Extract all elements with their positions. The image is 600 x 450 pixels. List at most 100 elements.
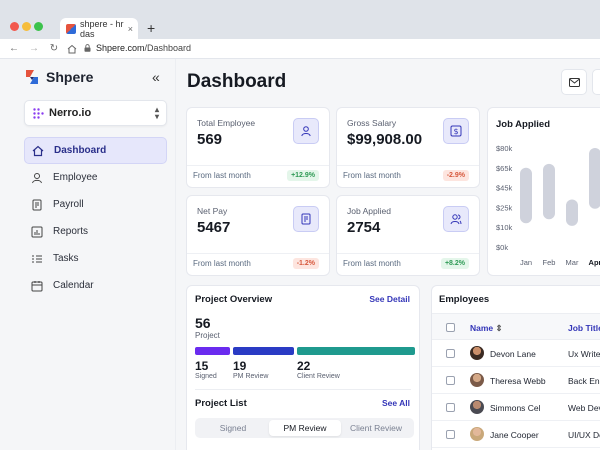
sidebar-item-employee[interactable]: Employee [24, 164, 167, 191]
avatar [470, 346, 484, 360]
close-window-dot[interactable] [10, 22, 19, 31]
stat-value: 5467 [197, 219, 231, 236]
chart-bar-apr[interactable] [589, 148, 600, 209]
address-bar: ← → ↻ Shpere.com/Dashboard [0, 39, 600, 59]
segment-bar-signed [195, 347, 230, 355]
column-header-job-title[interactable]: Job Title [568, 323, 600, 333]
employees-card: Employees Name ⇕ Job Title Devon Lane Ux… [431, 285, 600, 450]
divider [195, 389, 411, 390]
avatar [470, 400, 484, 414]
stat-card-job-applied[interactable]: Job Applied 2754 From last month +8.2% [336, 195, 480, 276]
chart-bar-mar[interactable] [566, 199, 578, 226]
user-icon [32, 172, 42, 183]
row-checkbox[interactable] [446, 376, 455, 385]
project-list-title: Project List [195, 398, 247, 409]
sidebar-item-label: Reports [53, 226, 89, 237]
favicon-icon [66, 23, 76, 34]
job-applied-chart-card: Job Applied $0k $10k $25k $45k $65k $80k Jan Fe… [487, 107, 600, 276]
tab-close-icon[interactable]: × [127, 23, 133, 34]
stat-footnote: From last month [193, 259, 251, 268]
table-row[interactable]: Simmons Cel Web Dev [432, 394, 600, 421]
collapse-sidebar-button[interactable]: « [152, 69, 160, 85]
see-detail-link[interactable]: See Detail [369, 294, 410, 304]
sidebar: Shpere « Nerro.io ▴ ▾ Dashboard Employee … [0, 59, 176, 450]
stat-card-gross-salary[interactable]: Gross Salary $99,908.00 $ From last mont… [336, 107, 480, 188]
stat-card-net-pay[interactable]: Net Pay 5467 From last month -1.2% [186, 195, 330, 276]
user-icon [293, 118, 319, 144]
stat-label: Job Applied [347, 206, 391, 216]
new-tab-button[interactable]: + [147, 20, 156, 36]
segment-label: Signed [195, 373, 217, 380]
project-overview-card: Project Overview See Detail 56 Project 1… [186, 285, 420, 450]
tab-client-review[interactable]: Client Review [350, 423, 402, 433]
calendar-icon [31, 280, 43, 291]
y-tick-label: $10k [496, 223, 513, 232]
sidebar-menu: Dashboard Employee Payroll Reports Tasks… [24, 137, 167, 299]
maximize-window-dot[interactable] [34, 22, 43, 31]
sidebar-item-calendar[interactable]: Calendar [24, 272, 167, 299]
column-header-name[interactable]: Name ⇕ [470, 323, 503, 334]
sort-icon[interactable]: ⇕ [495, 323, 503, 333]
brand-logo[interactable]: Shpere [24, 69, 93, 85]
table-row[interactable]: Devon Lane Ux Writer [432, 340, 600, 367]
mail-button[interactable] [561, 69, 587, 95]
sidebar-item-label: Payroll [53, 199, 84, 210]
x-tick-label: Jan [520, 258, 532, 267]
segment-bar-pm-review [233, 347, 294, 355]
stat-value: 2754 [347, 219, 381, 236]
stat-label: Total Employee [197, 118, 256, 128]
stat-value: 569 [197, 131, 223, 148]
stat-change-badge: -1.2% [292, 258, 319, 269]
stat-footnote: From last month [343, 259, 401, 268]
row-checkbox[interactable] [446, 349, 455, 358]
y-tick-label: $25k [496, 203, 513, 212]
home-icon [32, 145, 44, 156]
tab-pm-review[interactable]: PM Review [269, 420, 341, 436]
sidebar-item-tasks[interactable]: Tasks [24, 245, 167, 272]
employee-job: Back End [568, 376, 600, 386]
chart-bar-jan[interactable] [520, 167, 532, 224]
sidebar-item-dashboard[interactable]: Dashboard [24, 137, 167, 164]
select-all-checkbox[interactable] [446, 323, 455, 332]
browser-tab[interactable]: shpere - hr das × [60, 18, 138, 39]
row-checkbox[interactable] [446, 403, 455, 412]
employee-name: Jane Cooper [490, 430, 539, 440]
notification-button[interactable] [592, 69, 600, 95]
url-text[interactable]: Shpere.com/Dashboard [96, 43, 191, 53]
chart-bar-feb[interactable] [543, 163, 555, 220]
table-header: Name ⇕ Job Title [432, 313, 600, 340]
sidebar-item-reports[interactable]: Reports [24, 218, 167, 245]
document-icon [32, 199, 42, 210]
stat-label: Gross Salary [347, 118, 397, 128]
home-nav-icon[interactable] [66, 44, 78, 54]
stat-change-badge: +12.9% [287, 170, 319, 181]
stat-card-total-employee[interactable]: Total Employee 569 From last month +12.9… [186, 107, 330, 188]
back-icon[interactable]: ← [9, 43, 19, 54]
sidebar-item-label: Employee [53, 172, 98, 183]
stat-label: Net Pay [197, 206, 228, 216]
avatar [470, 427, 484, 441]
chart-title: Job Applied [496, 119, 551, 130]
org-selector[interactable]: Nerro.io ▴ ▾ [24, 100, 167, 126]
sidebar-item-label: Dashboard [54, 145, 107, 156]
row-checkbox[interactable] [446, 430, 455, 439]
url-path: /Dashboard [144, 43, 192, 53]
forward-icon[interactable]: → [29, 43, 39, 54]
sidebar-item-label: Tasks [53, 253, 79, 264]
segment-count: 15 [195, 359, 209, 373]
tab-signed[interactable]: Signed [219, 423, 247, 433]
project-list-tabs: Signed PM Review Client Review [195, 418, 414, 438]
reload-icon[interactable]: ↻ [49, 43, 59, 54]
chart-icon [31, 226, 43, 237]
table-row[interactable]: Jane Cooper UI/UX Des [432, 421, 600, 448]
stat-footnote: From last month [193, 171, 251, 180]
table-row[interactable]: Theresa Webb Back End [432, 367, 600, 394]
see-all-link[interactable]: See All [381, 398, 410, 408]
x-tick-label: Feb [543, 258, 556, 267]
segment-label: Client Review [297, 373, 340, 380]
sidebar-item-payroll[interactable]: Payroll [24, 191, 167, 218]
employee-job: Ux Writer [568, 349, 600, 359]
minimize-window-dot[interactable] [22, 22, 31, 31]
y-tick-label: $45k [496, 184, 513, 193]
